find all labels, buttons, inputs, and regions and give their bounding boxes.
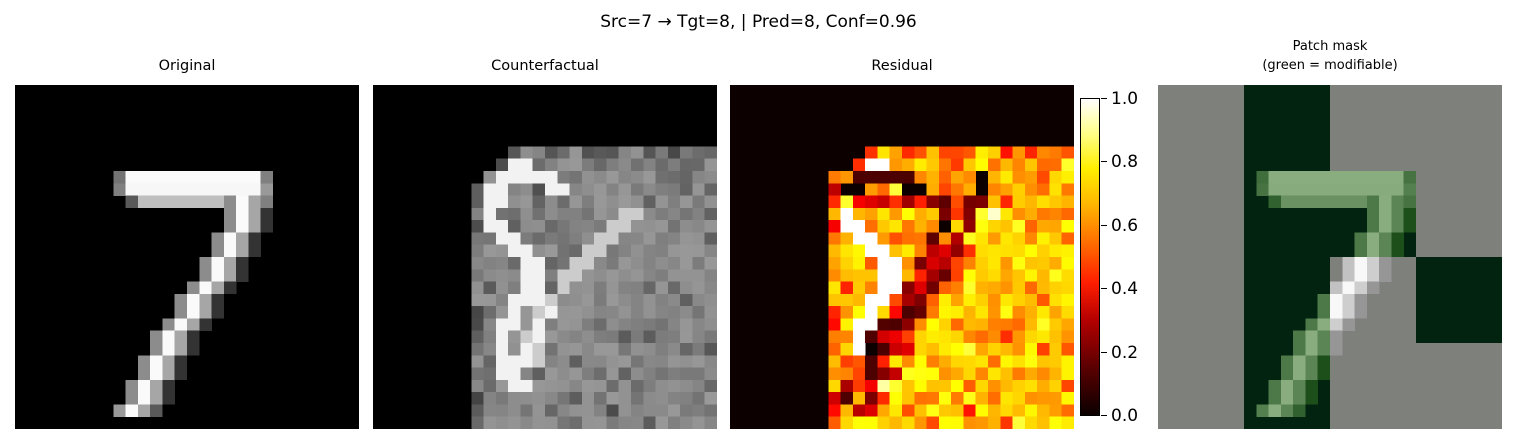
patch-mask-image <box>1158 85 1502 429</box>
counterfactual-title: Counterfactual <box>491 58 599 74</box>
patch-mask-title-line2: (green = modifiable) <box>1262 58 1398 73</box>
colorbar-tick <box>1101 98 1107 99</box>
residual-image <box>730 85 1074 429</box>
patch-mask-overlay <box>1158 85 1502 429</box>
colorbar-tick <box>1101 415 1107 416</box>
counterfactual-digit-image <box>373 85 717 429</box>
residual-title: Residual <box>871 58 933 74</box>
colorbar <box>1080 98 1100 416</box>
colorbar-tick <box>1101 225 1107 226</box>
figure-title: Src=7 → Tgt=8, | Pred=8, Conf=0.96 <box>600 12 917 32</box>
colorbar-tick <box>1101 161 1107 162</box>
original-title: Original <box>158 58 216 74</box>
original-digit-image <box>15 85 359 429</box>
colorbar-tick-label: 0.6 <box>1111 216 1139 236</box>
patch-mask-title-line1: Patch mask <box>1292 39 1368 54</box>
colorbar-tick-label: 1.0 <box>1111 89 1139 109</box>
colorbar-tick <box>1101 288 1107 289</box>
patch-mask-title: Patch mask (green = modifiable) <box>1158 37 1502 75</box>
colorbar-tick-label: 0.8 <box>1111 152 1139 172</box>
counterfactual-image <box>373 85 717 429</box>
colorbar-tick <box>1101 352 1107 353</box>
colorbar-tick-label: 0.2 <box>1111 343 1139 363</box>
residual-heatmap <box>730 85 1074 429</box>
colorbar-tick-label: 0.0 <box>1111 406 1139 426</box>
colorbar-tick-label: 0.4 <box>1111 279 1139 299</box>
original-image <box>15 85 359 429</box>
